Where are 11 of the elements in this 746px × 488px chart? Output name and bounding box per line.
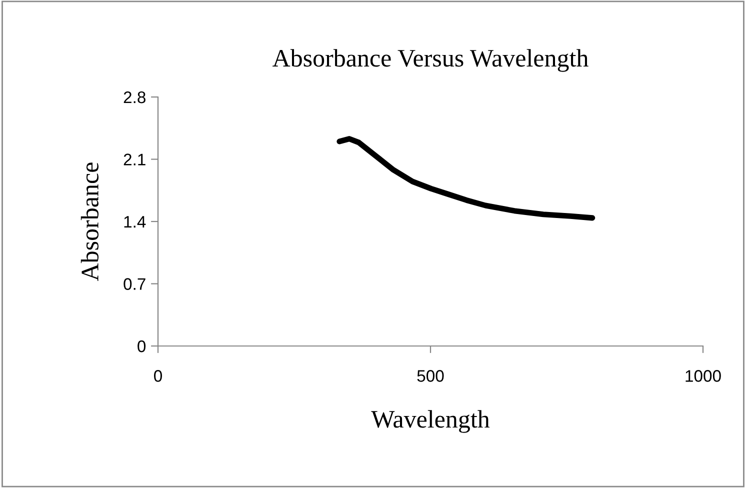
x-tick-label: 1000	[686, 370, 721, 382]
y-tick-label: 2.8	[124, 91, 146, 104]
x-axis-title: Wavelength	[371, 410, 490, 433]
y-tick-label: 0.7	[124, 278, 146, 290]
y-tick-label: 1.4	[124, 216, 146, 228]
y-tick-label: 0	[138, 340, 146, 352]
x-tick-label: 0	[154, 370, 162, 382]
chart-title: Absorbance Versus Wavelength	[272, 49, 588, 72]
y-tick-label: 2.1	[124, 154, 146, 166]
x-tick-label: 500	[417, 370, 444, 382]
y-axis-title: Absorbance	[80, 162, 99, 281]
